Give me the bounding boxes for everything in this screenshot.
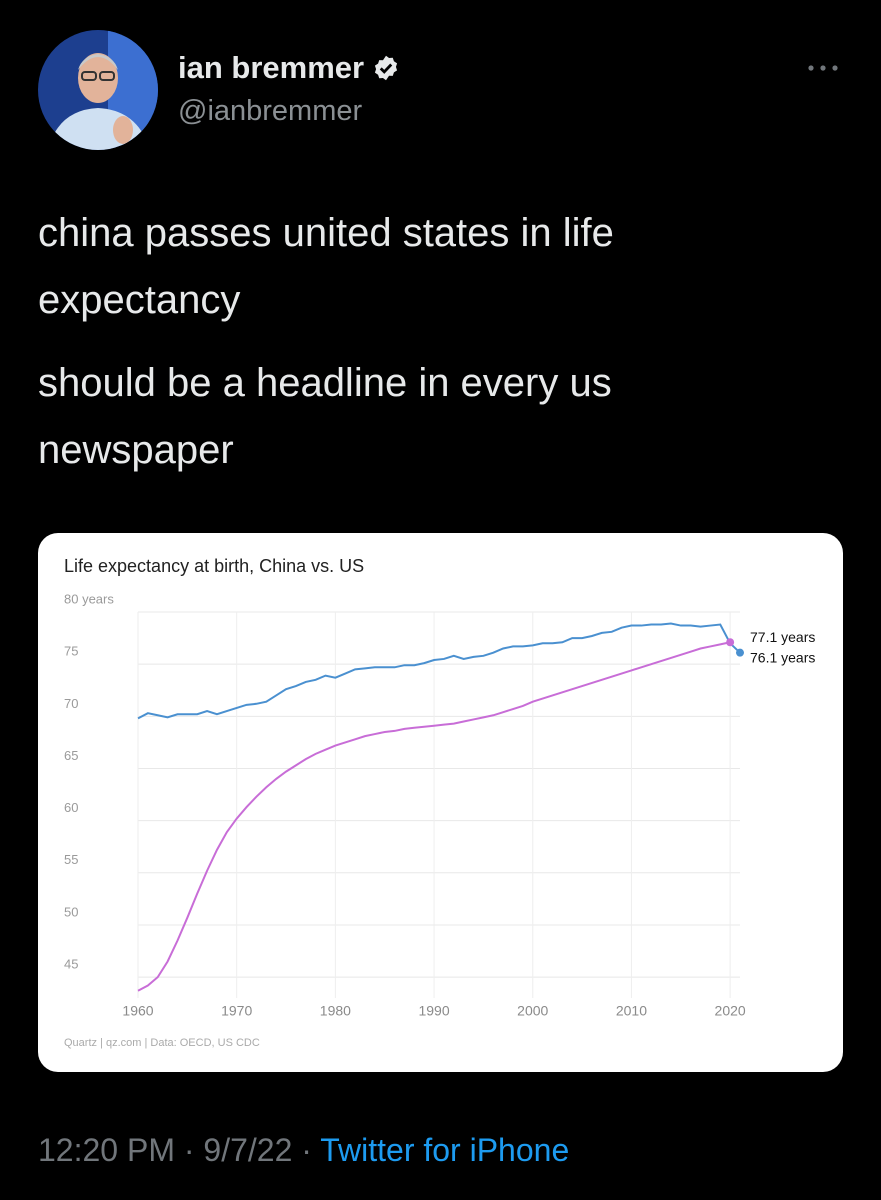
- display-name[interactable]: ian bremmer: [178, 50, 365, 85]
- chart-source: Quartz | qz.com | Data: OECD, US CDC: [64, 1037, 260, 1049]
- display-name-row: ian bremmer: [178, 50, 400, 86]
- x-tick-label: 1960: [122, 1003, 153, 1019]
- line: [137, 622, 741, 720]
- y-tick-label: 45: [64, 957, 78, 972]
- x-tick-label: 2010: [616, 1003, 647, 1019]
- y-tick-label: 65: [64, 748, 78, 763]
- tweet-footer: 12:20 PM · 9/7/22 · Twitter for iPhone: [38, 1132, 569, 1169]
- tweet-text: china passes united states in life expec…: [38, 211, 614, 322]
- y-tick-label: 55: [64, 852, 78, 867]
- verified-badge: [374, 55, 398, 81]
- x-tick-label: 2020: [715, 1003, 746, 1019]
- tweet-text: should be a headline in every us newspap…: [38, 361, 612, 472]
- end-dot: [726, 638, 735, 647]
- value-label: 76.1 years: [750, 649, 815, 665]
- line: [137, 641, 731, 992]
- y-tick-label: 70: [64, 696, 78, 711]
- separator: ·: [183, 1132, 195, 1168]
- separator: ·: [301, 1132, 312, 1168]
- timestamp: 12:20 PM: [38, 1132, 175, 1168]
- x-tick-label: 1980: [320, 1003, 351, 1019]
- end-dot: [736, 648, 744, 657]
- x-tick-label: 1990: [418, 1003, 449, 1019]
- value-label: 77.1 years: [750, 629, 815, 645]
- date: 9/7/22: [203, 1132, 293, 1168]
- avatar[interactable]: [38, 30, 158, 150]
- chart-title: Life expectancy at birth, China vs. US: [64, 556, 364, 576]
- y-tick-label: 60: [64, 800, 78, 815]
- y-tick-label: 50: [64, 904, 78, 919]
- y-tick-label: 75: [64, 644, 78, 659]
- chart: Life expectancy at birth, China vs. US Q…: [64, 556, 815, 1049]
- x-tick-label: 1970: [221, 1003, 252, 1019]
- x-tick-label: 2000: [517, 1003, 548, 1019]
- source-app[interactable]: Twitter for iPhone: [320, 1132, 570, 1168]
- handle[interactable]: @ianbremmer: [178, 95, 363, 127]
- chart-card: Life expectancy at birth, China vs. US Q…: [38, 533, 843, 1072]
- more-button[interactable]: [805, 60, 841, 76]
- y-tick-label: 80 years: [64, 591, 114, 606]
